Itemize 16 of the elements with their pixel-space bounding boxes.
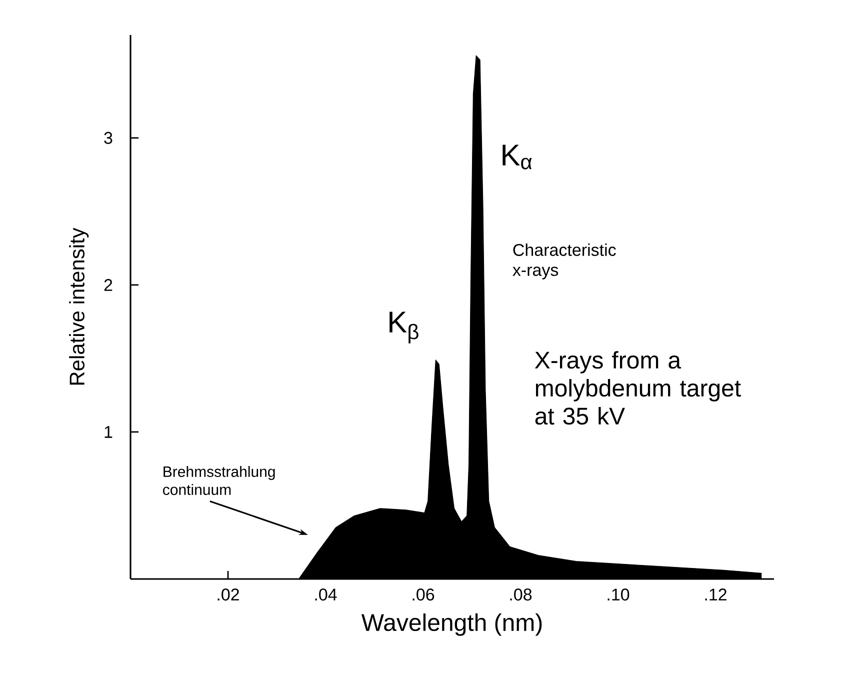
- annotation: X-rays from a molybdenum target at 35 kV: [534, 351, 741, 425]
- y-axis-title: Relative intensity: [69, 228, 89, 385]
- x-tick-label: .02: [218, 588, 239, 601]
- annotation: K$_{α}$: [502, 144, 532, 170]
- y-tick-label: 3: [104, 132, 112, 144]
- x-tick-label: .12: [705, 588, 726, 600]
- x-tick-label: .08: [510, 588, 532, 601]
- y-tick-label: 1: [104, 426, 112, 438]
- annotation: Characteristic x-rays: [512, 244, 616, 280]
- x-tick-label: .10: [608, 588, 630, 601]
- annotation: K$_{β}$: [390, 312, 418, 344]
- x-axis-title: Wavelength (nm): [361, 613, 542, 636]
- x-tick-label: .06: [412, 588, 434, 601]
- x-tick-label: .04: [315, 588, 337, 601]
- y-tick-label: 2: [104, 279, 112, 291]
- annotation: Brehmsstrahlung continuum: [163, 466, 275, 495]
